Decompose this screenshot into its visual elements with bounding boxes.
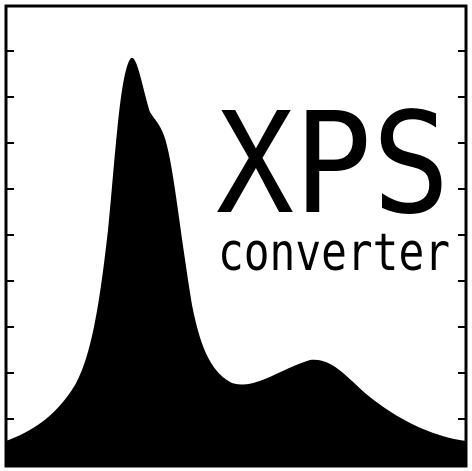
- logo-title: XPS: [216, 83, 450, 246]
- right-ticks: [458, 50, 466, 420]
- spectrum-peak-shape: [6, 57, 466, 467]
- left-ticks: [6, 50, 14, 420]
- logo-subtitle: converter: [218, 223, 450, 283]
